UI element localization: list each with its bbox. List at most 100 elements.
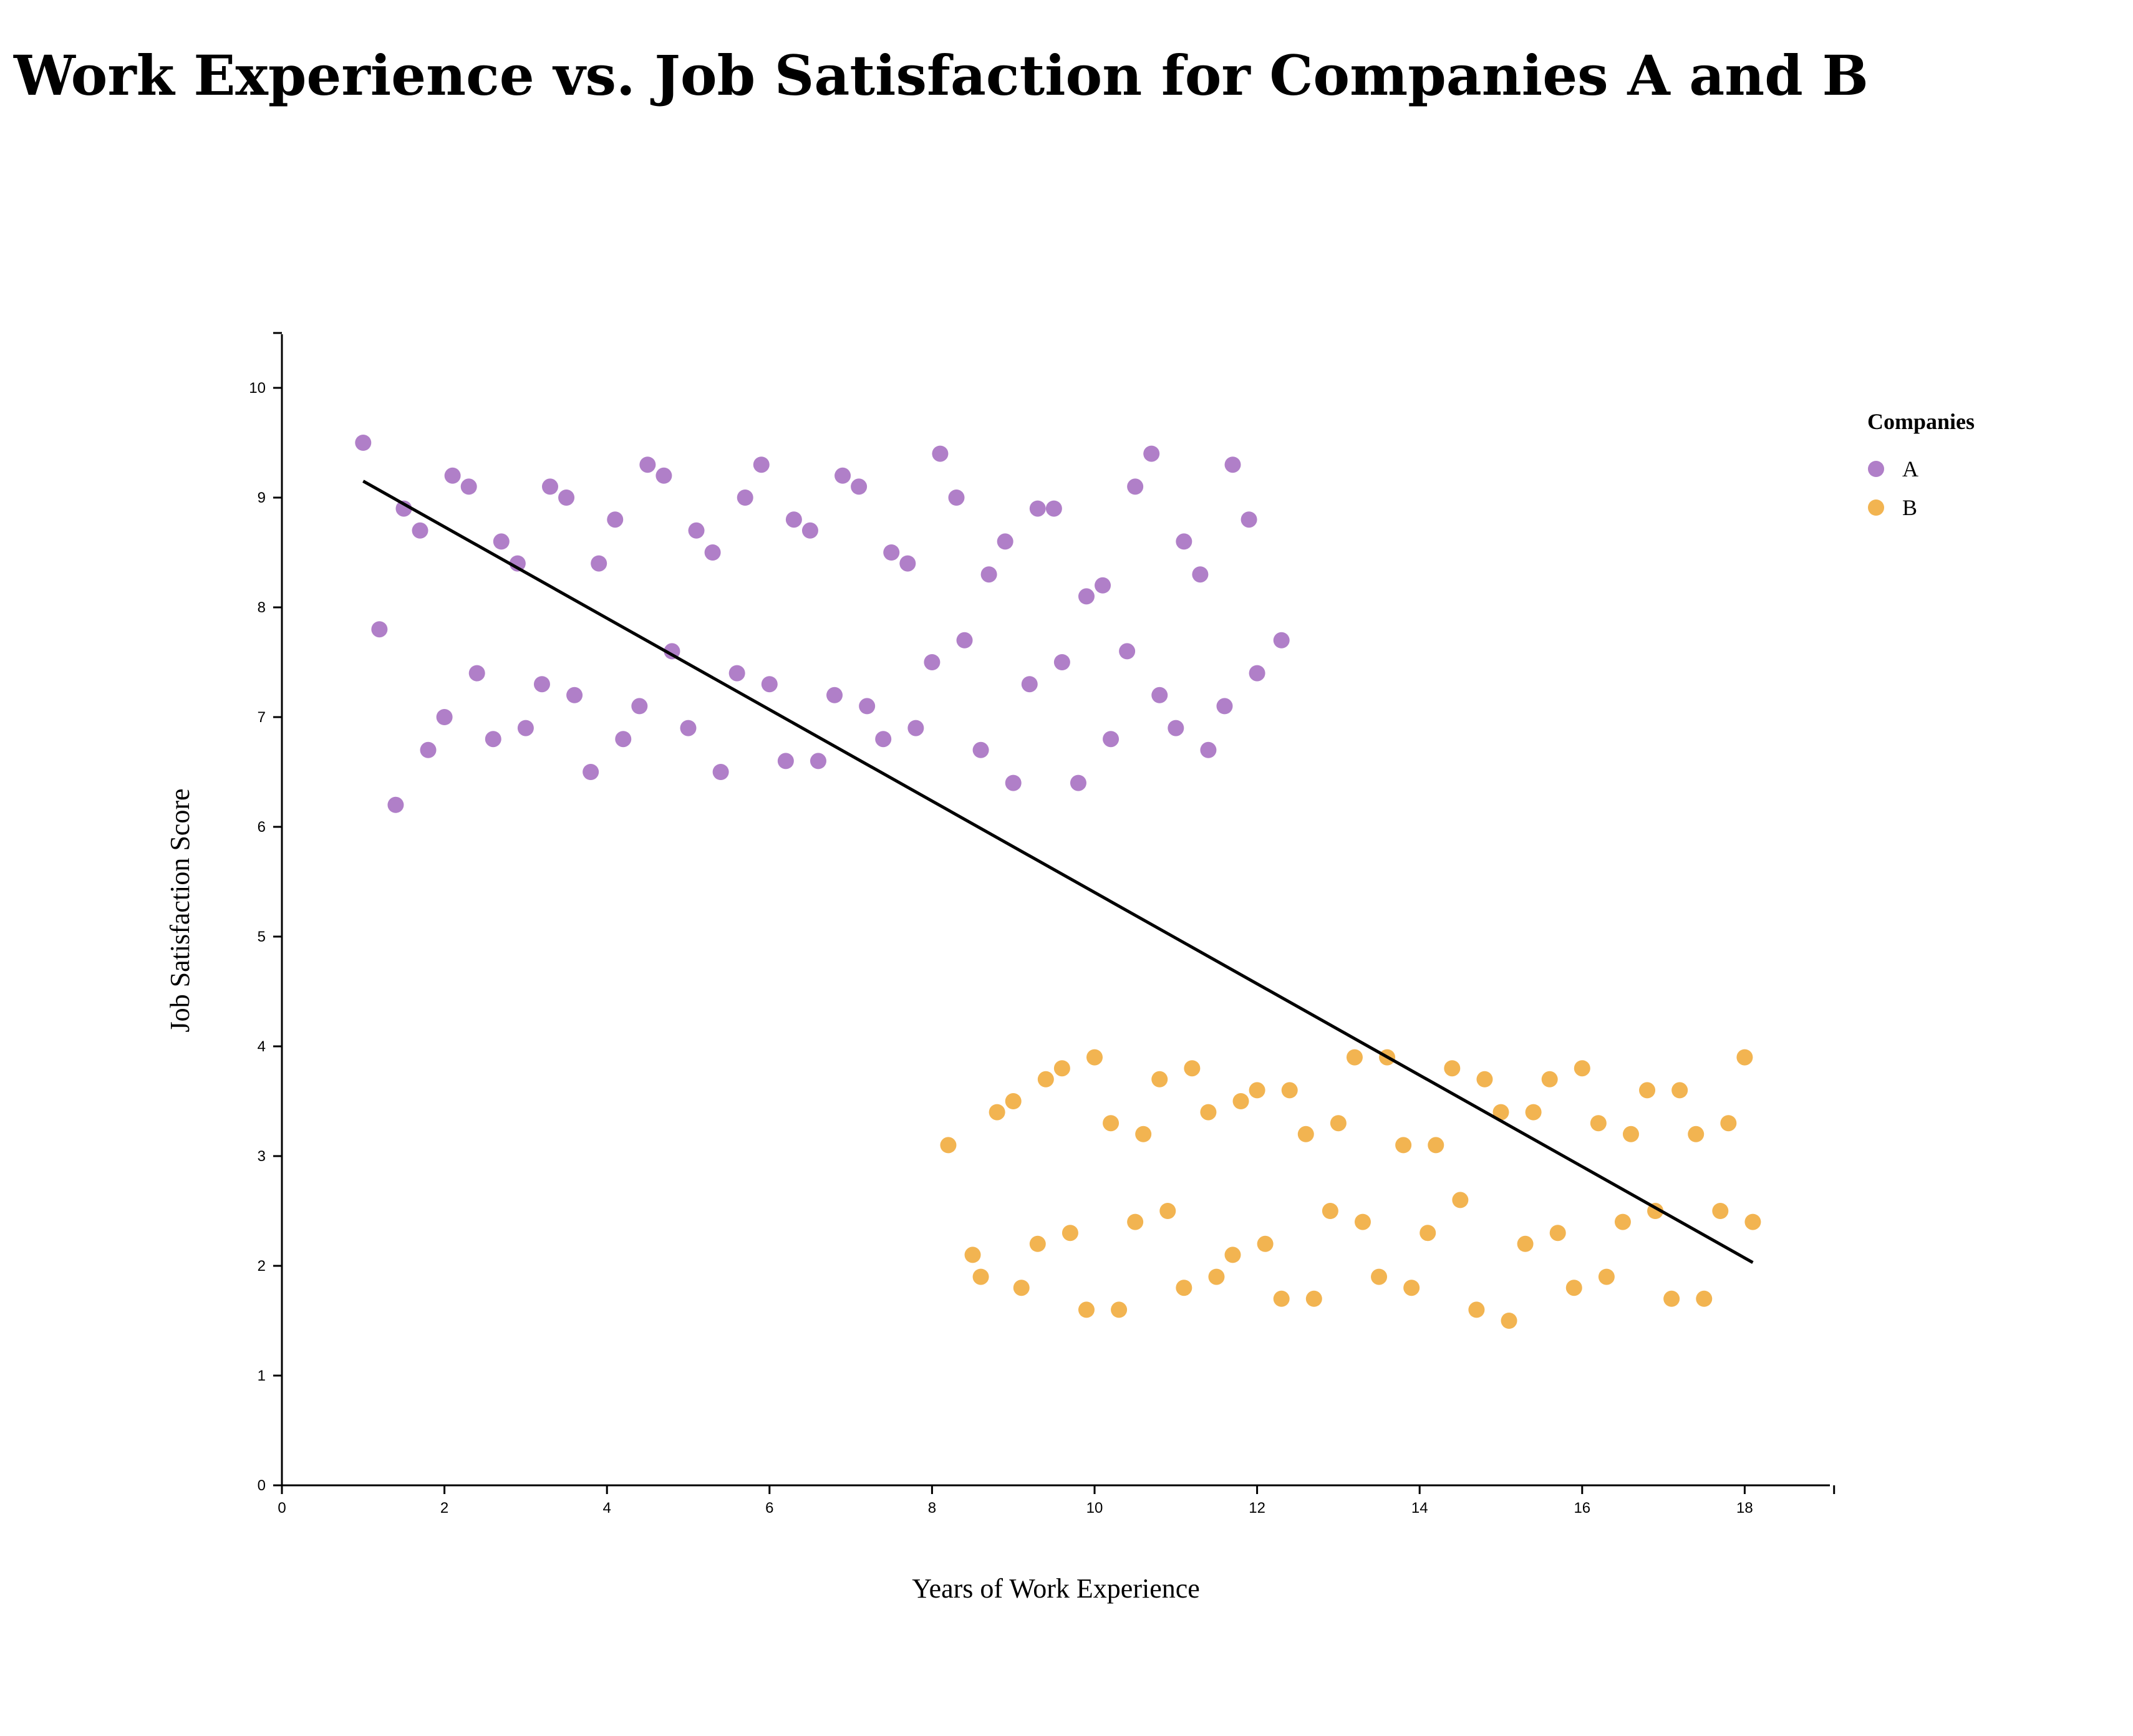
series-b xyxy=(940,1049,1761,1329)
data-point-a xyxy=(1029,500,1046,517)
x-tick-label: 8 xyxy=(928,1500,936,1517)
data-point-a xyxy=(533,676,550,693)
x-axis: 0 2 4 6 8 10 12 14 16 18 xyxy=(278,1484,1836,1517)
x-tick-label: 18 xyxy=(1736,1500,1753,1517)
x-tick-label: 6 xyxy=(765,1500,773,1517)
data-point-b xyxy=(1200,1104,1217,1121)
trend-line xyxy=(362,480,1754,1264)
data-point-a xyxy=(541,478,558,495)
data-point-a xyxy=(468,665,485,682)
data-point-a xyxy=(1168,720,1184,736)
data-point-a xyxy=(680,720,697,736)
data-point-b xyxy=(1688,1126,1705,1142)
data-point-a xyxy=(1151,687,1168,703)
data-point-b xyxy=(1574,1060,1590,1077)
data-point-a xyxy=(639,456,656,473)
data-point-b xyxy=(1135,1126,1152,1142)
y-tick-label: 2 xyxy=(258,1258,266,1275)
x-axis-ticks: 0 2 4 6 8 10 12 14 16 18 xyxy=(278,1485,1836,1517)
data-point-b xyxy=(1053,1060,1070,1077)
data-point-b xyxy=(1208,1268,1225,1285)
data-point-a xyxy=(712,764,729,780)
data-point-a xyxy=(737,489,753,506)
data-point-a xyxy=(1005,774,1022,791)
data-point-b xyxy=(1395,1137,1412,1154)
data-point-b xyxy=(964,1247,981,1263)
data-point-b xyxy=(972,1268,989,1285)
data-point-a xyxy=(932,445,949,462)
data-point-b xyxy=(1322,1203,1338,1219)
x-tick-label: 0 xyxy=(278,1500,286,1517)
data-point-a xyxy=(1021,676,1038,693)
data-point-a xyxy=(509,555,526,572)
data-point-b xyxy=(1232,1093,1249,1109)
data-point-a xyxy=(485,731,501,748)
data-point-a xyxy=(371,621,388,638)
data-point-a xyxy=(777,753,794,769)
data-point-b xyxy=(1249,1082,1265,1099)
x-tick-label: 14 xyxy=(1411,1500,1428,1517)
data-point-b xyxy=(1078,1301,1095,1318)
data-point-b xyxy=(1330,1115,1347,1132)
data-point-a xyxy=(591,555,607,572)
x-tick-label: 16 xyxy=(1574,1500,1590,1517)
data-point-a xyxy=(1078,588,1095,605)
data-point-b xyxy=(1151,1071,1168,1087)
data-point-b xyxy=(1224,1247,1241,1263)
data-point-b xyxy=(1305,1290,1322,1307)
data-point-a xyxy=(615,731,632,748)
data-point-a xyxy=(1045,500,1062,517)
data-point-b xyxy=(1037,1071,1054,1087)
data-point-a xyxy=(558,489,575,506)
data-point-b xyxy=(1501,1313,1517,1329)
data-point-b xyxy=(1281,1082,1298,1099)
data-point-a xyxy=(834,467,851,484)
data-point-b xyxy=(1086,1049,1103,1066)
data-point-a xyxy=(753,456,770,473)
data-point-b xyxy=(1598,1268,1615,1285)
y-axis-label: Job Satisfaction Score xyxy=(165,788,195,1032)
data-point-b xyxy=(1273,1290,1290,1307)
data-point-b xyxy=(1663,1290,1680,1307)
data-point-b xyxy=(1103,1115,1120,1132)
chart-title: Work Experience vs. Job Satisfaction for… xyxy=(13,43,1869,108)
y-tick-label: 7 xyxy=(258,709,266,726)
data-point-a xyxy=(1192,566,1209,583)
data-point-b xyxy=(1176,1280,1192,1296)
data-point-a xyxy=(631,698,648,715)
data-point-b xyxy=(1354,1213,1371,1230)
data-point-b xyxy=(940,1137,957,1154)
data-point-b xyxy=(1590,1115,1607,1132)
data-point-a xyxy=(436,709,453,725)
data-point-a xyxy=(444,467,461,484)
x-tick-label: 12 xyxy=(1249,1500,1265,1517)
data-point-a xyxy=(704,544,721,561)
data-point-b xyxy=(1468,1301,1485,1318)
y-axis-ticks: 0 1 2 3 4 5 6 7 8 9 10 xyxy=(249,332,282,1494)
series-a xyxy=(355,435,1290,813)
data-point-b xyxy=(1549,1225,1566,1242)
data-point-a xyxy=(1200,741,1217,758)
data-point-a xyxy=(801,522,818,539)
data-point-a xyxy=(1224,456,1241,473)
scatter-points xyxy=(355,435,1761,1329)
data-point-b xyxy=(1159,1203,1176,1219)
data-point-b xyxy=(1639,1082,1656,1099)
data-point-a xyxy=(355,435,372,451)
data-point-b xyxy=(1005,1093,1022,1109)
data-point-b xyxy=(1671,1082,1688,1099)
data-point-b xyxy=(989,1104,1005,1121)
legend: Companies AB xyxy=(1867,409,1975,520)
data-point-a xyxy=(1241,511,1257,528)
data-point-a xyxy=(1103,731,1120,748)
data-point-a xyxy=(875,731,892,748)
x-tick-label: 4 xyxy=(603,1500,611,1517)
y-tick-label: 10 xyxy=(249,380,266,397)
data-point-a xyxy=(566,687,583,703)
data-point-b xyxy=(1622,1126,1639,1142)
data-point-a xyxy=(583,764,599,780)
data-point-a xyxy=(956,632,973,649)
data-point-a xyxy=(460,478,477,495)
